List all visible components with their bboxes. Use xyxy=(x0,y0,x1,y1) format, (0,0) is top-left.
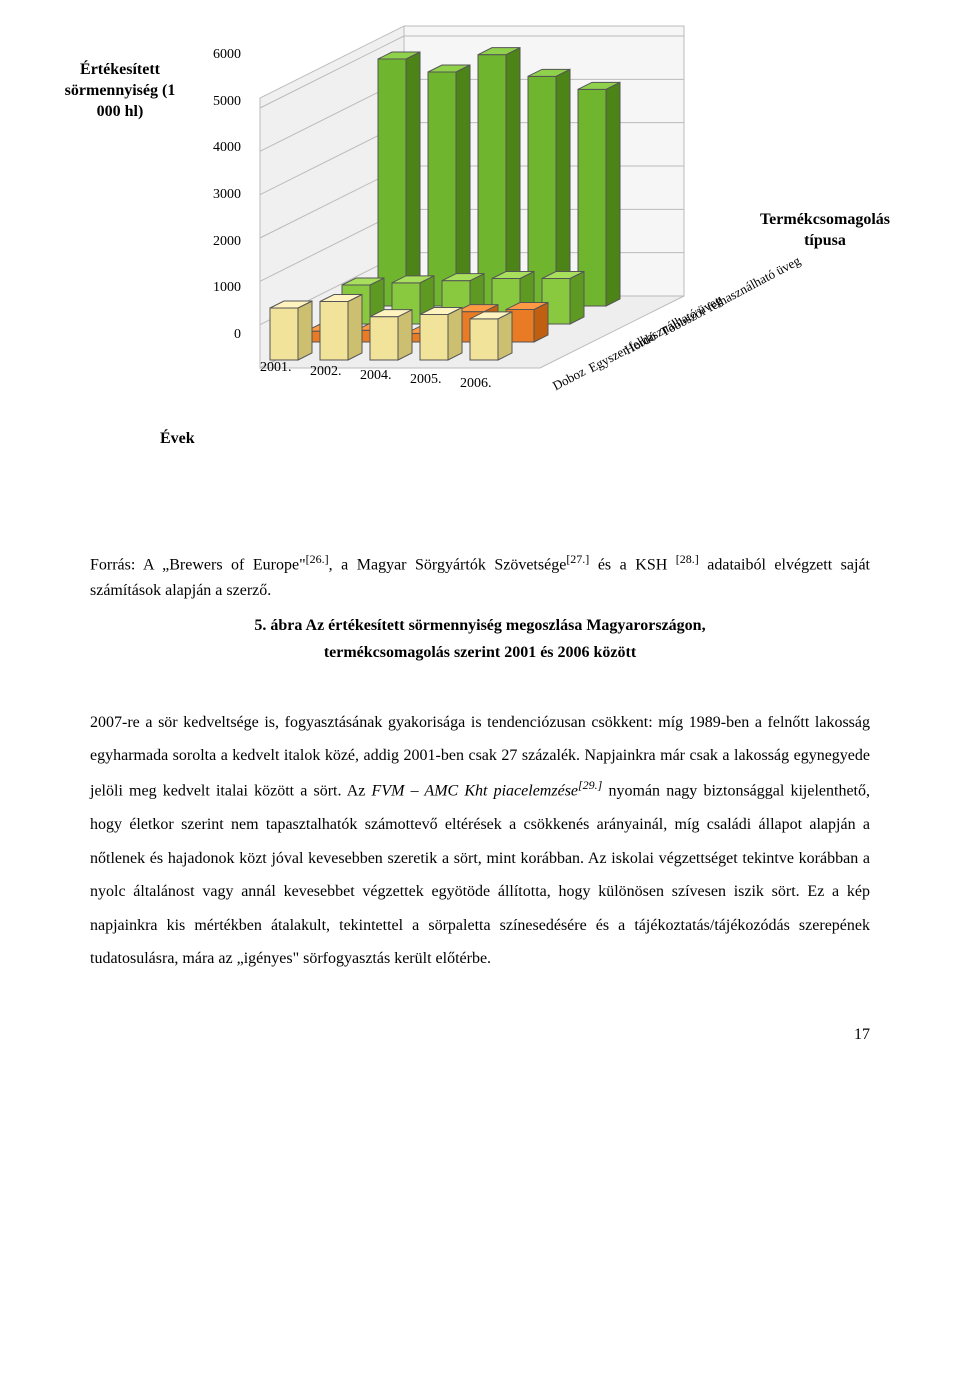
y-tick: 5000 xyxy=(213,94,241,110)
figure-caption: 5. ábra Az értékesített sörmennyiség meg… xyxy=(90,612,870,666)
page-number: 17 xyxy=(60,1026,870,1044)
y-tick: 2000 xyxy=(213,234,241,250)
y-tick: 3000 xyxy=(213,187,241,203)
z-axis-title: Termékcsomagolás típusa xyxy=(750,210,900,252)
caption-line-1: 5. ábra Az értékesített sörmennyiség meg… xyxy=(254,617,705,634)
x-tick-label: 2005. xyxy=(410,372,442,388)
x-tick-label: 2002. xyxy=(310,364,342,380)
body-ref: [29.] xyxy=(578,778,602,792)
y-tick: 4000 xyxy=(213,140,241,156)
x-axis-title: Évek xyxy=(160,430,195,448)
y-axis-title: Értékesített sörmennyiség (1 000 hl) xyxy=(60,60,180,122)
y-tick: 0 xyxy=(234,327,241,343)
source-ref-1: [26.] xyxy=(306,552,329,566)
y-tick: 1000 xyxy=(213,280,241,296)
x-tick-label: 2001. xyxy=(260,360,292,376)
body-italic: FVM – AMC Kht piacelemzése xyxy=(372,782,578,799)
chart-3d-bar: Értékesített sörmennyiség (1 000 hl) 0 10… xyxy=(60,40,900,520)
x-axis-labels: 2001. 2002. 2004. 2005. 2006. xyxy=(260,360,620,410)
source-mid2: és a KSH xyxy=(589,556,675,573)
body-p1b: nyomán nagy biztonsággal kijelenthető, h… xyxy=(90,782,870,967)
y-tick: 6000 xyxy=(213,47,241,63)
source-prefix: Forrás: A „Brewers of Europe" xyxy=(90,556,306,573)
body-paragraph: 2007-re a sör kedveltsége is, fogyasztás… xyxy=(90,706,870,976)
source-mid1: , a Magyar Sörgyártók Szövetsége xyxy=(329,556,567,573)
source-line: Forrás: A „Brewers of Europe"[26.], a Ma… xyxy=(90,550,870,604)
source-ref-2: [27.] xyxy=(566,552,589,566)
caption-line-2: termékcsomagolás szerint 2001 és 2006 kö… xyxy=(324,644,636,661)
x-tick-label: 2004. xyxy=(360,368,392,384)
y-axis: 0 1000 2000 3000 4000 5000 6000 xyxy=(190,40,245,340)
source-ref-3: [28.] xyxy=(676,552,699,566)
x-tick-label: 2006. xyxy=(460,376,492,392)
